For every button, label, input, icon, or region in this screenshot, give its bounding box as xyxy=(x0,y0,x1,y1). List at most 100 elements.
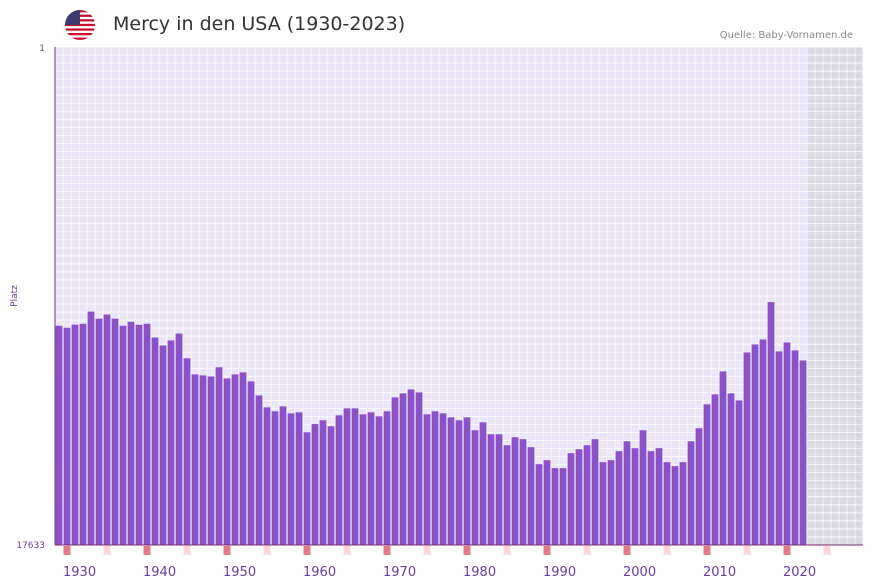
bar-1972 xyxy=(399,393,407,545)
y-axis-title: Platz xyxy=(10,285,20,307)
bar-1981 xyxy=(471,430,479,545)
bar-1987 xyxy=(519,439,527,545)
bar-1978 xyxy=(447,417,455,545)
bar-1967 xyxy=(359,414,367,545)
axes xyxy=(54,47,863,546)
decade-marker-1960 xyxy=(303,546,311,555)
bar-1982 xyxy=(479,422,487,545)
bar-1969 xyxy=(375,416,383,545)
bar-2022 xyxy=(799,360,807,545)
bar-2002 xyxy=(639,430,647,545)
bar-1983 xyxy=(487,434,495,545)
bar-2013 xyxy=(727,393,735,545)
y-tick-label-bottom: 17633 xyxy=(16,541,45,551)
decade-marker-1940 xyxy=(143,546,151,555)
bar-1945 xyxy=(183,358,191,545)
bar-1936 xyxy=(111,318,119,545)
x-tick-label-1940: 1940 xyxy=(143,565,176,580)
half-decade-marker-1965 xyxy=(343,546,351,555)
bar-1958 xyxy=(287,413,295,545)
decade-marker-1930 xyxy=(63,546,71,555)
bar-1949 xyxy=(215,367,223,545)
bar-2007 xyxy=(679,462,687,545)
bar-2004 xyxy=(655,448,663,545)
decade-marker-1950 xyxy=(223,546,231,555)
bar-1959 xyxy=(295,412,303,545)
bar-2009 xyxy=(695,428,703,545)
bar-1957 xyxy=(279,406,287,545)
tick-labels: 1930 1940 1950 1960 1970 1980 1990 2000 2010 2020… xyxy=(10,44,816,580)
bar-1985 xyxy=(503,445,511,545)
chart-title: Mercy in den USA (1930-2023) xyxy=(113,13,406,35)
bar-1994 xyxy=(575,449,583,545)
us-flag-icon xyxy=(65,10,95,40)
bar-1971 xyxy=(391,397,399,545)
bar-1943 xyxy=(167,340,175,545)
bar-2018 xyxy=(767,302,775,545)
decade-marker-1970 xyxy=(383,546,391,555)
bar-2015 xyxy=(743,352,751,545)
bar-1937 xyxy=(119,325,127,545)
bar-1973 xyxy=(407,389,415,545)
x-tick-label-1990: 1990 xyxy=(543,565,576,580)
bar-1956 xyxy=(271,411,279,545)
bar-1988 xyxy=(527,447,535,545)
bar-1931 xyxy=(71,324,79,545)
x-tick-label-2020: 2020 xyxy=(783,565,816,580)
bar-1970 xyxy=(383,411,391,545)
bar-2001 xyxy=(631,448,639,545)
bar-1951 xyxy=(231,374,239,545)
bar-2014 xyxy=(735,400,743,545)
decade-marker-2020 xyxy=(783,546,791,555)
bar-1991 xyxy=(551,468,559,545)
bar-1960 xyxy=(303,432,311,545)
bar-1979 xyxy=(455,420,463,545)
bar-1944 xyxy=(175,333,183,545)
bar-2003 xyxy=(647,451,655,545)
decade-marker-2010 xyxy=(703,546,711,555)
bar-1965 xyxy=(343,408,351,545)
bar-1948 xyxy=(207,376,215,545)
x-tick-label-2000: 2000 xyxy=(623,565,656,580)
bar-1977 xyxy=(439,413,447,545)
bars xyxy=(55,302,807,545)
bar-1993 xyxy=(567,453,575,545)
bar-1990 xyxy=(543,460,551,545)
bar-1998 xyxy=(607,460,615,545)
half-decade-marker-2015 xyxy=(743,546,751,555)
bar-1986 xyxy=(511,437,519,545)
x-tick-label-1980: 1980 xyxy=(463,565,496,580)
bar-1953 xyxy=(247,381,255,545)
bar-1940 xyxy=(143,323,151,545)
bar-1939 xyxy=(135,324,143,545)
bar-1946 xyxy=(191,374,199,545)
bar-1933 xyxy=(87,311,95,545)
bar-1950 xyxy=(223,378,231,545)
x-tick-label-1950: 1950 xyxy=(223,565,256,580)
bar-1964 xyxy=(335,415,343,545)
bar-1947 xyxy=(199,375,207,545)
bar-2010 xyxy=(703,404,711,545)
bar-1975 xyxy=(423,414,431,545)
bar-1989 xyxy=(535,464,543,545)
bar-1974 xyxy=(415,392,423,545)
bar-1966 xyxy=(351,408,359,545)
bar-2005 xyxy=(663,462,671,545)
half-decade-marker-2025 xyxy=(823,546,831,555)
bar-1976 xyxy=(431,411,439,545)
bar-1968 xyxy=(367,412,375,545)
bar-1963 xyxy=(327,426,335,545)
bar-2011 xyxy=(711,394,719,545)
bar-1941 xyxy=(151,337,159,545)
half-decade-marker-1975 xyxy=(423,546,431,555)
half-decade-marker-1935 xyxy=(103,546,111,555)
y-tick-label-top: 1 xyxy=(39,44,45,54)
half-decade-marker-1985 xyxy=(503,546,511,555)
decade-marker-1980 xyxy=(463,546,471,555)
decade-marker-2000 xyxy=(623,546,631,555)
bar-1999 xyxy=(615,451,623,545)
bar-1929 xyxy=(55,325,63,545)
x-tick-label-1960: 1960 xyxy=(303,565,336,580)
bar-2012 xyxy=(719,371,727,545)
